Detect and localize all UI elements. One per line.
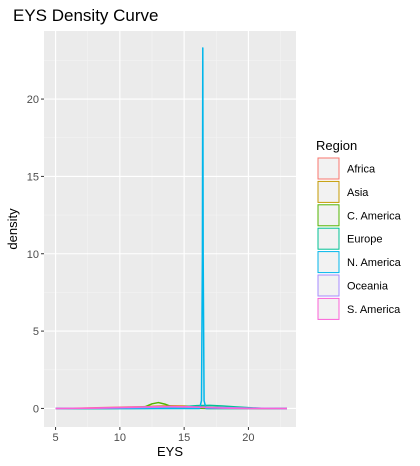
legend-title: Region [316, 138, 357, 153]
legend-label: N. America [347, 257, 402, 269]
legend-label: Africa [347, 164, 376, 176]
legend-label: C. America [347, 210, 402, 222]
legend-label: S. America [347, 304, 401, 316]
y-tick-label: 10 [27, 249, 39, 261]
legend-label: Oceania [347, 281, 389, 293]
legend-key [317, 274, 340, 297]
x-tick-label: 10 [114, 432, 126, 444]
legend-key [317, 297, 340, 320]
legend-label: Europe [347, 234, 382, 246]
density-line-n-america [55, 47, 287, 410]
x-tick-label: 15 [178, 432, 190, 444]
x-tick-label: 20 [242, 432, 254, 444]
y-tick-label: 20 [27, 94, 39, 106]
y-tick-label: 5 [33, 326, 39, 338]
legend-key [317, 204, 340, 227]
legend-key [317, 227, 340, 250]
y-tick-label: 15 [27, 171, 39, 183]
x-tick-label: 5 [53, 432, 59, 444]
density-line-s-america [55, 405, 287, 410]
axis-ticks: 5 10 15 20 0 5 10 15 20 [27, 94, 255, 444]
plot-panel [44, 31, 296, 427]
chart-title: EYS Density Curve [13, 6, 159, 25]
legend-key [317, 157, 340, 180]
y-axis-title: density [5, 208, 20, 250]
y-tick-label: 0 [33, 403, 39, 415]
legend-key [317, 180, 340, 203]
x-axis-title: EYS [157, 444, 183, 459]
legend: Region Africa Asia C. America Europe N. Amer… [316, 138, 402, 320]
legend-key [317, 251, 340, 274]
legend-label: Asia [347, 187, 369, 199]
density-lines [55, 47, 288, 410]
